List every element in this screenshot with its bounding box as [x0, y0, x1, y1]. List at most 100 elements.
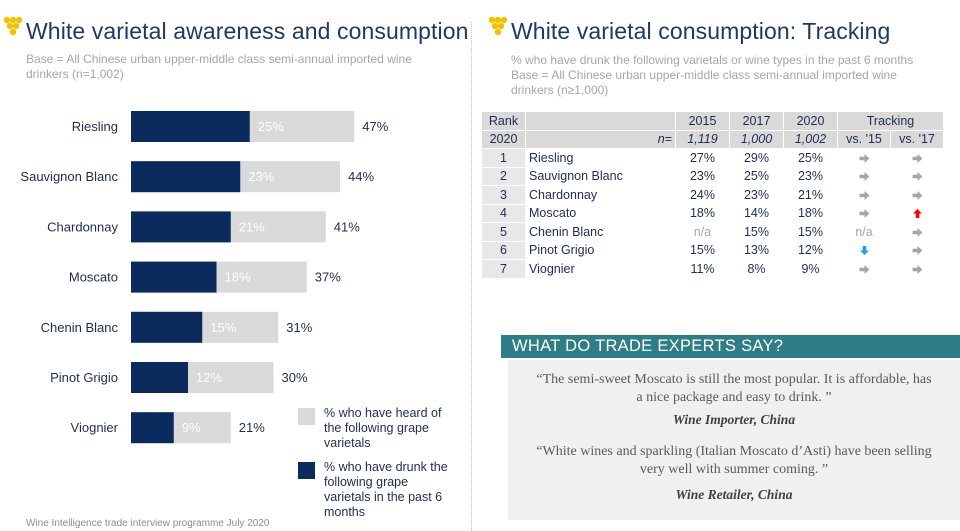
table-row: 2 Sauvignon Blanc 23% 25% 23% [481, 166, 944, 186]
value-2020-cell: 21% [783, 185, 838, 205]
table-body: 1 Riesling 27% 29% 25% 2 Sauvignon Blanc 23% 25%… [481, 148, 944, 279]
value-2017-cell: 8% [729, 259, 784, 279]
rank-cell: 5 [481, 222, 526, 242]
value-2020-cell: 23% [783, 166, 838, 186]
footer-source: Wine Intelligence trade interview progra… [26, 518, 270, 529]
value-2020-cell: 12% [783, 240, 838, 260]
value-label-drunk: 25% [258, 119, 284, 134]
quote-1-line-1: “The semi-sweet Moscato is still the mos… [536, 372, 932, 387]
value-2015-cell: 18% [675, 203, 730, 223]
category-label: Moscato [69, 270, 118, 285]
value-2015-cell: 24% [675, 185, 730, 205]
header-n-label: n= [525, 129, 676, 149]
table-header-row: Rank 2015 2017 2020 Tracking [481, 111, 944, 131]
quotes-box: “The semi-sweet Moscato is still the mos… [508, 360, 960, 520]
rank-cell: 2 [481, 166, 526, 186]
header-rank: Rank [481, 111, 526, 131]
quote-2-attribution: Wine Retailer, China [675, 487, 793, 502]
left-title: White varietal awareness and consumption [26, 18, 469, 44]
rank-cell: 6 [481, 240, 526, 260]
category-label: Viognier [71, 420, 119, 435]
table-row: 6 Pinot Grigio 15% 13% 12% [481, 240, 944, 260]
value-2017-cell: 25% [729, 166, 784, 186]
quote-2-line-2: very well with summer coming. ” [639, 462, 829, 477]
varietal-name-cell: Chenin Blanc [525, 222, 676, 242]
varietal-name-cell: Sauvignon Blanc [525, 166, 676, 186]
varietal-name-cell: Chardonnay [525, 185, 676, 205]
arrow-right-icon [912, 246, 922, 256]
arrow-right-icon [912, 264, 922, 274]
tracking-vs17-cell [890, 259, 944, 279]
value-2017-cell: 13% [729, 240, 784, 260]
table-row: 4 Moscato 18% 14% 18% [481, 203, 944, 223]
category-label: Chardonnay [47, 219, 118, 234]
arrow-right-icon [859, 209, 869, 219]
varietal-name-cell: Pinot Grigio [525, 240, 676, 260]
value-label-heard: 31% [286, 320, 312, 335]
value-2020-cell: 15% [783, 222, 838, 242]
value-label-heard: 37% [315, 270, 341, 285]
value-2020-cell: 9% [783, 259, 838, 279]
arrow-right-icon [859, 172, 869, 182]
value-label-drunk: 9% [182, 420, 201, 435]
bar-drunk [131, 311, 203, 343]
table-row: 5 Chenin Blanc n/a 15% 15% n/a [481, 222, 944, 242]
awareness-bar-chart: Riesling 25% 47% Sauvignon Blanc 23% 44% Chard… [20, 111, 389, 444]
value-label-heard: 41% [334, 219, 360, 234]
tracking-vs15-cell [837, 148, 891, 168]
value-2015-cell: 15% [675, 240, 730, 260]
category-label: Sauvignon Blanc [20, 169, 118, 184]
tracking-vs15-cell: n/a [837, 222, 891, 242]
tracking-vs17-cell [890, 222, 944, 242]
arrow-right-icon [859, 264, 869, 274]
category-label: Chenin Blanc [41, 320, 119, 335]
value-label-heard: 30% [282, 370, 308, 385]
bar-drunk [131, 211, 231, 243]
value-2020-cell: 25% [783, 148, 838, 168]
legend-swatch-drunk [298, 462, 315, 479]
arrow-right-icon [859, 153, 869, 163]
chart-legend: % who have heard of the following grape … [298, 406, 458, 520]
legend-item-heard: % who have heard of the following grape … [298, 406, 458, 451]
value-2017-cell: 29% [729, 148, 784, 168]
tracking-vs15-cell [837, 240, 891, 260]
legend-label-drunk: % who have drunk the following grape var… [324, 460, 448, 519]
arrow-up-icon [912, 209, 922, 219]
value-label-heard: 21% [239, 420, 265, 435]
header-vs17: vs. '17 [890, 129, 944, 149]
table-row: 7 Viognier 11% 8% 9% [481, 259, 944, 279]
rank-cell: 7 [481, 259, 526, 279]
bar-drunk [131, 261, 217, 293]
tracking-vs17-cell [890, 203, 944, 223]
quote-1-attribution: Wine Importer, China [672, 412, 796, 427]
value-label-drunk: 21% [239, 219, 265, 234]
table-row: 3 Chardonnay 24% 23% 21% [481, 185, 944, 205]
panel-divider [471, 22, 472, 531]
value-2017-cell: 14% [729, 203, 784, 223]
value-2015-cell: 27% [675, 148, 730, 168]
arrow-right-icon [912, 172, 922, 182]
tracking-vs15-cell [837, 259, 891, 279]
varietal-name-cell: Riesling [525, 148, 676, 168]
value-2015-cell: n/a [675, 222, 730, 242]
grape-logo-icon [3, 16, 23, 36]
category-label: Pinot Grigio [50, 370, 118, 385]
rank-cell: 3 [481, 185, 526, 205]
bar-drunk [131, 161, 241, 193]
value-2020-cell: 18% [783, 203, 838, 223]
legend-label-heard: % who have heard of the following grape … [324, 406, 442, 450]
legend-item-drunk: % who have drunk the following grape var… [298, 460, 458, 520]
value-label-drunk: 15% [210, 320, 236, 335]
table-row: 1 Riesling 27% 29% 25% [481, 148, 944, 168]
tracking-vs17-cell [890, 148, 944, 168]
arrow-right-icon [912, 153, 922, 163]
right-subtitle: % who have drunk the following varietals… [511, 53, 914, 67]
header-year-2015: 2015 [675, 111, 730, 131]
quote-1-line-2: a nice package and easy to drink. ” [636, 390, 832, 405]
tracking-vs15-cell [837, 203, 891, 223]
tracking-vs17-cell [890, 240, 944, 260]
arrow-down-icon [859, 246, 869, 256]
right-title: White varietal consumption: Tracking [511, 18, 891, 44]
tracking-table: Rank 2015 2017 2020 Tracking 2020 n= 1,1… [481, 111, 944, 279]
value-label-heard: 47% [362, 119, 388, 134]
